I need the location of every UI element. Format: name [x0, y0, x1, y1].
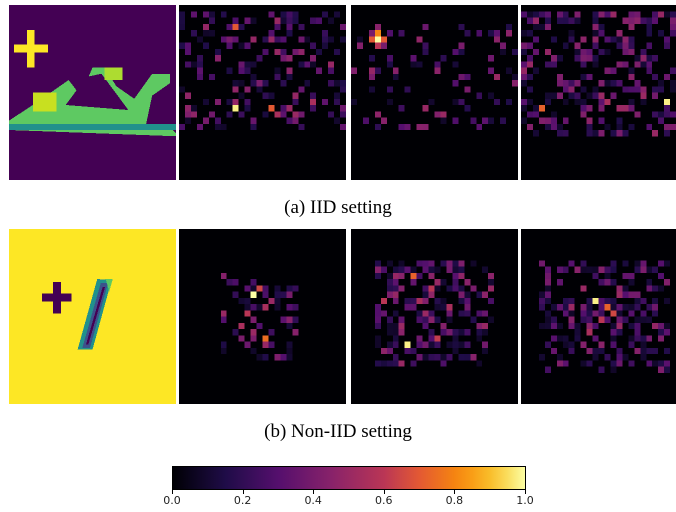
sandal-shape [9, 67, 176, 137]
colorbar-tick-label: 0.0 [163, 494, 181, 507]
iid-heatmap-2 [351, 5, 518, 180]
colorbar-tick [172, 490, 173, 494]
colorbar-tick-label: 0.4 [304, 494, 322, 507]
iid-heatmap-3 [521, 5, 676, 180]
caption-non-iid: (b) Non-IID setting [264, 421, 412, 442]
colorbar-tick [242, 490, 244, 494]
colorbar-tick [525, 490, 526, 494]
colorbar-tick-label: 0.8 [445, 494, 464, 507]
non-iid-input-image [9, 229, 176, 404]
colorbar [172, 466, 526, 490]
iid-input-image [9, 5, 176, 180]
colorbar-tick [454, 490, 456, 494]
iid-heatmap-1 [179, 5, 346, 180]
colorbar-tick-label: 0.6 [375, 494, 393, 507]
non-iid-heatmap-2 [351, 229, 518, 404]
trigger-plus-icon [13, 30, 48, 68]
non-iid-heatmap-1 [179, 229, 346, 404]
caption-iid: (a) IID setting [284, 197, 392, 218]
colorbar-tick-label: 1.0 [516, 494, 534, 507]
digit-stroke [77, 279, 113, 350]
trigger-plus-icon [41, 282, 72, 314]
non-iid-heatmap-3 [521, 229, 676, 404]
colorbar-tick-label: 0.2 [233, 494, 252, 507]
colorbar-tick [383, 490, 385, 494]
colorbar-tick [313, 490, 315, 494]
